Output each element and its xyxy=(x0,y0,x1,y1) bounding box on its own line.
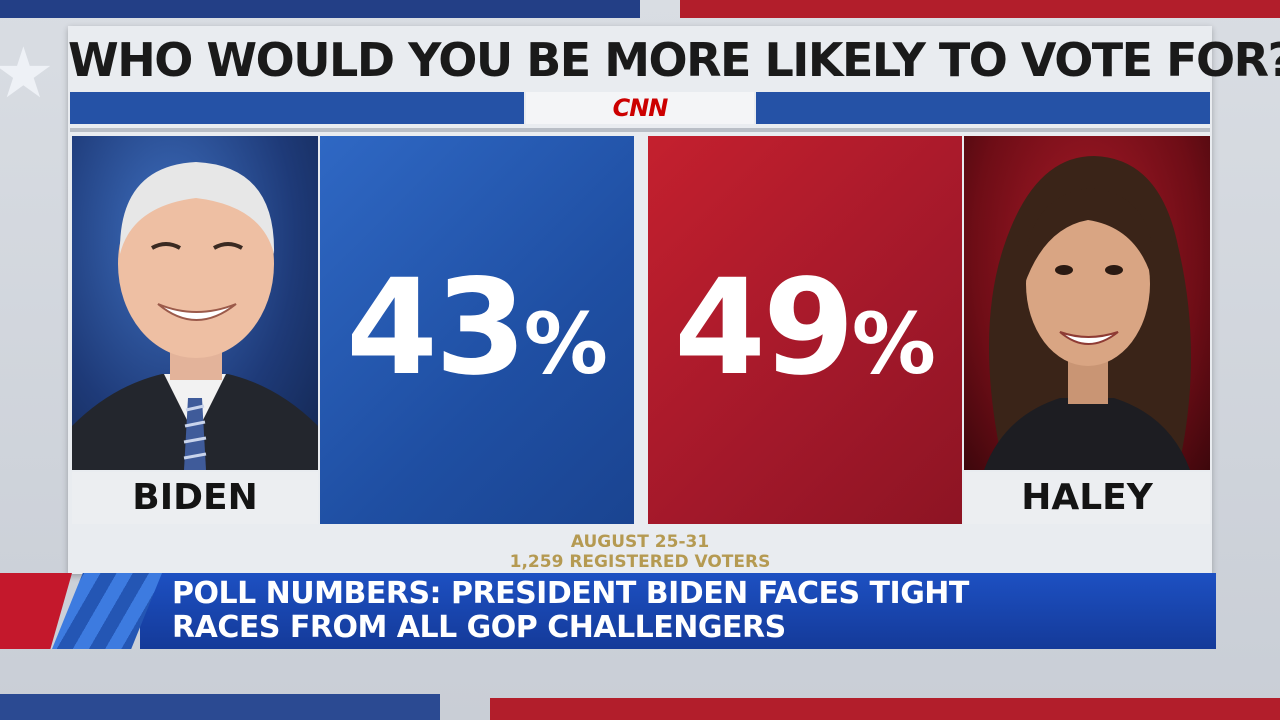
percentage-value-haley: 49% xyxy=(648,248,962,424)
candidate-photo-biden xyxy=(72,136,318,470)
candidate-photo-haley xyxy=(964,136,1210,470)
star-icon: ★ xyxy=(0,32,55,114)
percentage-panel-biden: 43% xyxy=(320,136,634,524)
lower-third-headline: POLL NUMBERS: PRESIDENT BIDEN FACES TIGH… xyxy=(172,577,1192,645)
candidate-name-biden: BIDEN xyxy=(72,472,318,524)
bottom-red-stripe xyxy=(490,698,1280,720)
brand-bar-right xyxy=(756,92,1210,124)
haley-portrait-icon xyxy=(984,156,1191,470)
percentage-number-haley: 49 xyxy=(674,251,855,405)
candidate-name-haley: HALEY xyxy=(964,472,1210,524)
top-red-stripe xyxy=(680,0,1280,18)
poll-sample: 1,259 REGISTERED VOTERS xyxy=(509,552,771,572)
poll-headline: WHO WOULD YOU BE MORE LIKELY TO VOTE FOR… xyxy=(68,33,1280,87)
top-blue-stripe xyxy=(0,0,640,18)
percent-sign-haley: % xyxy=(851,295,936,393)
bottom-blue-stripe xyxy=(0,694,440,720)
network-logo: CNN xyxy=(526,92,754,124)
biden-portrait-icon xyxy=(72,162,318,470)
poll-dates: AUGUST 25-31 xyxy=(570,532,710,552)
percentage-value-biden: 43% xyxy=(320,248,634,424)
percent-sign-biden: % xyxy=(523,295,608,393)
lower-third-band xyxy=(140,573,1216,649)
lower-third-line-2: RACES FROM ALL GOP CHALLENGERS xyxy=(172,610,786,645)
percentage-panel-haley: 49% xyxy=(648,136,962,524)
poll-source: AUGUST 25-31 1,259 REGISTERED VOTERS xyxy=(400,532,880,572)
lower-third-line-1: POLL NUMBERS: PRESIDENT BIDEN FACES TIGH… xyxy=(172,576,969,611)
percentage-number-biden: 43 xyxy=(346,251,527,405)
brand-bar-left xyxy=(70,92,524,124)
divider xyxy=(70,128,1210,132)
